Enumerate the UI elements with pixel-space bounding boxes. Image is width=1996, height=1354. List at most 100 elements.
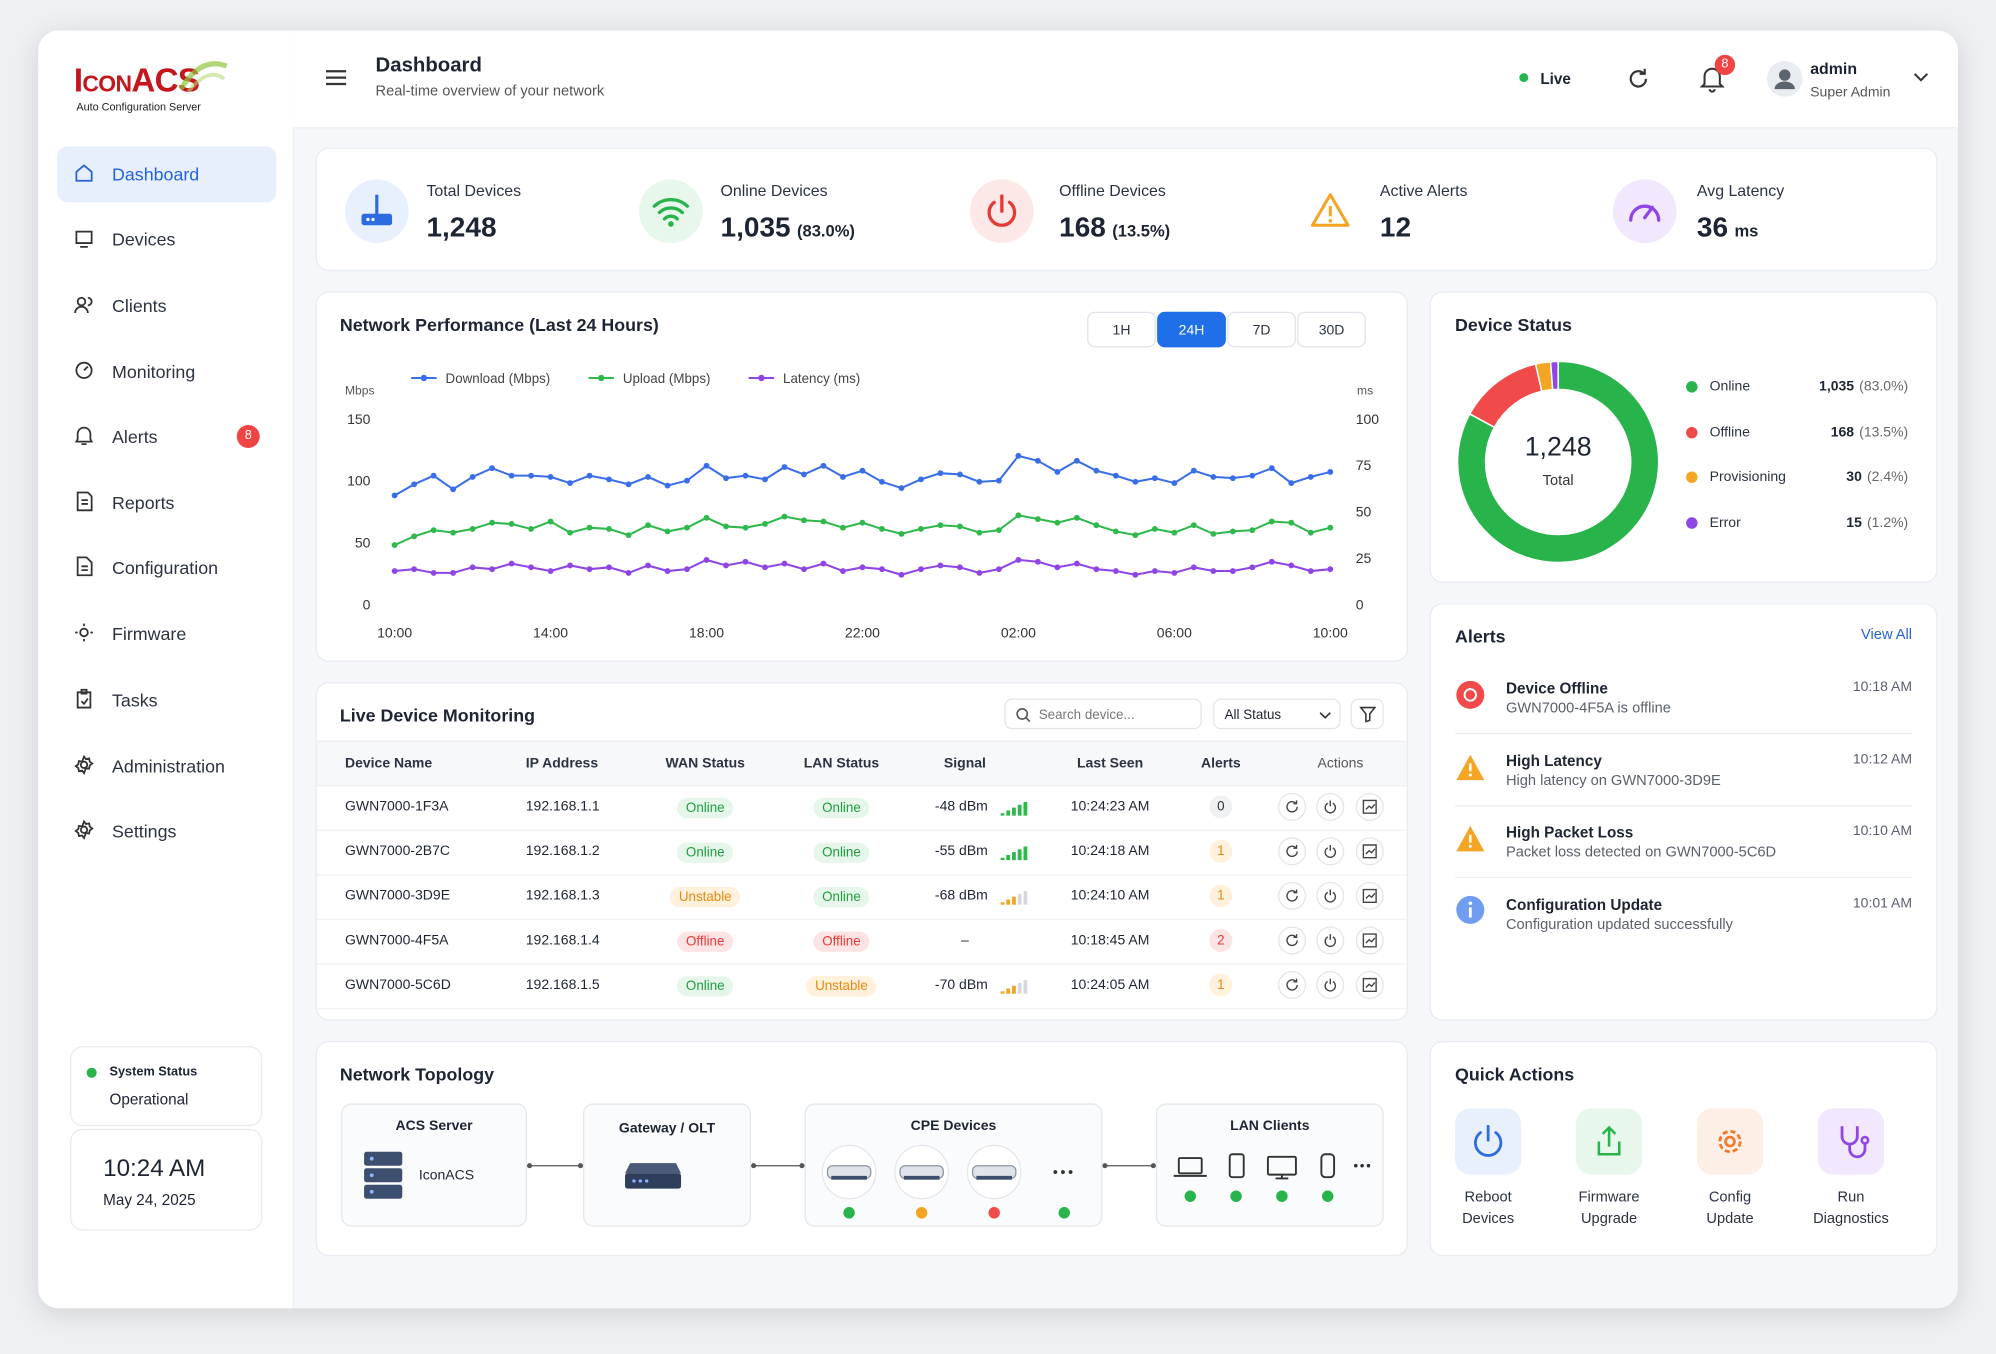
nav-item[interactable]: Firmware bbox=[57, 606, 276, 662]
row-action[interactable] bbox=[1278, 792, 1307, 821]
action-icon bbox=[1286, 800, 1298, 813]
table-cell: -68 dBm bbox=[934, 888, 988, 904]
nav-item[interactable]: Administration bbox=[57, 738, 276, 794]
row-action[interactable] bbox=[1278, 881, 1307, 910]
icon-alerts bbox=[1298, 179, 1362, 243]
series-point bbox=[1229, 475, 1236, 482]
icon-path bbox=[74, 819, 94, 840]
view-all-link[interactable]: View All bbox=[1861, 627, 1913, 643]
menu-button[interactable] bbox=[325, 69, 347, 87]
series-point bbox=[1268, 518, 1275, 525]
row-action[interactable] bbox=[1278, 926, 1307, 955]
row-action[interactable] bbox=[1316, 970, 1345, 999]
row-action[interactable] bbox=[1355, 837, 1384, 866]
column-header: Last Seen bbox=[1076, 755, 1144, 772]
alert-text: Packet loss detected on GWN7000-5C6D bbox=[1505, 845, 1777, 861]
table-cell: -55 dBm bbox=[934, 843, 988, 860]
series-point bbox=[898, 485, 905, 491]
action-icon bbox=[1286, 978, 1298, 991]
range-button[interactable]: 24H bbox=[1157, 311, 1226, 348]
series-point bbox=[645, 473, 651, 480]
row-action[interactable] bbox=[1278, 837, 1307, 866]
node-label: LAN Clients bbox=[1230, 1118, 1310, 1134]
stat-number: 1,248 bbox=[426, 211, 497, 244]
x-tick-label: 02:00 bbox=[1001, 625, 1036, 641]
series-point bbox=[411, 566, 418, 573]
series-point bbox=[606, 564, 612, 571]
series-point bbox=[703, 514, 710, 521]
row-action[interactable] bbox=[1316, 792, 1345, 821]
series-point bbox=[684, 524, 690, 531]
series-point bbox=[567, 562, 573, 569]
row-action[interactable] bbox=[1316, 881, 1345, 910]
series-point bbox=[528, 472, 535, 479]
range-button[interactable]: 1H bbox=[1087, 311, 1156, 348]
table-cell: Offline bbox=[813, 931, 870, 952]
nav-item[interactable]: Settings bbox=[57, 803, 276, 859]
legend-value: 15 (1.2%) bbox=[1846, 516, 1908, 531]
column-header: Alerts bbox=[1200, 755, 1241, 772]
search-box[interactable]: Search device... bbox=[1004, 698, 1202, 730]
y2-tick-label: 50 bbox=[1356, 504, 1372, 520]
filter-button[interactable] bbox=[1350, 698, 1384, 730]
legend-share: (13.5%) bbox=[1859, 424, 1909, 440]
nav-item[interactable]: Alerts 8 bbox=[57, 409, 276, 465]
row-action[interactable] bbox=[1355, 926, 1384, 955]
signal-bar bbox=[1023, 891, 1028, 905]
range-button[interactable]: 30D bbox=[1297, 311, 1366, 348]
series-point bbox=[664, 528, 671, 535]
quick-action-label: Firmware Upgrade bbox=[1578, 1189, 1640, 1227]
signal-bar bbox=[1006, 988, 1011, 994]
series-point bbox=[956, 471, 963, 478]
series-point bbox=[645, 522, 651, 529]
series-point bbox=[489, 519, 496, 526]
stat-number: 168 bbox=[1059, 211, 1106, 244]
series-point bbox=[1015, 556, 1022, 563]
refresh-button[interactable] bbox=[1626, 66, 1651, 91]
nav-item[interactable]: Reports bbox=[57, 475, 276, 531]
series-point bbox=[1093, 522, 1100, 529]
row-action[interactable] bbox=[1278, 970, 1307, 999]
node-label: ACS Server bbox=[395, 1118, 473, 1134]
nav-item[interactable]: Clients bbox=[57, 277, 276, 333]
series-point bbox=[430, 527, 437, 534]
nav-icon bbox=[74, 296, 93, 314]
row-action[interactable] bbox=[1316, 926, 1345, 955]
series-point bbox=[956, 564, 963, 571]
series-point bbox=[1171, 480, 1178, 487]
series-point bbox=[1132, 478, 1139, 485]
nav-item[interactable]: Dashboard bbox=[57, 146, 277, 203]
table-cell: 10:24:10 AM bbox=[1070, 888, 1150, 904]
series-point bbox=[1151, 568, 1158, 574]
user-role: Super Admin bbox=[1810, 85, 1891, 101]
nav-item[interactable]: Monitoring bbox=[57, 344, 276, 400]
row-action[interactable] bbox=[1316, 837, 1345, 866]
series-point bbox=[762, 521, 768, 527]
table-cell: Online bbox=[813, 842, 870, 863]
series-point bbox=[1249, 472, 1256, 479]
row-action[interactable] bbox=[1355, 970, 1384, 999]
topology-node: Gateway / OLT bbox=[583, 1103, 752, 1227]
status-filter[interactable]: All Status bbox=[1213, 698, 1341, 730]
table-cell: GWN7000-4F5A bbox=[344, 932, 449, 949]
nav-label: Dashboard bbox=[112, 164, 200, 185]
range-button[interactable]: 7D bbox=[1227, 311, 1296, 348]
legend-swatch bbox=[1686, 381, 1698, 393]
row-action[interactable] bbox=[1355, 881, 1384, 910]
signal-bar bbox=[1012, 896, 1016, 905]
user-menu[interactable] bbox=[1912, 71, 1930, 84]
table-row: Unstable Online 1 GWN7000-3D9E 192.168.1.3 -6… bbox=[316, 874, 1407, 921]
nav-label: Alerts bbox=[112, 426, 158, 447]
nav-item[interactable]: Tasks bbox=[57, 672, 276, 728]
series-point bbox=[430, 569, 437, 576]
series-point bbox=[840, 524, 846, 531]
line-chart: Mbps ms 0 50 100 150 0 25 50 75 100 10:00 14:00 18:… bbox=[345, 371, 1379, 641]
nav-icon bbox=[75, 361, 93, 379]
row-action[interactable] bbox=[1355, 792, 1384, 821]
series-point bbox=[723, 475, 729, 482]
nav-item[interactable]: Configuration bbox=[57, 540, 276, 596]
nav-label: Clients bbox=[112, 295, 167, 316]
table-cell: 1 bbox=[1209, 884, 1233, 908]
table-cell: 192.168.1.1 bbox=[525, 799, 600, 815]
nav-item[interactable]: Devices bbox=[57, 211, 276, 267]
